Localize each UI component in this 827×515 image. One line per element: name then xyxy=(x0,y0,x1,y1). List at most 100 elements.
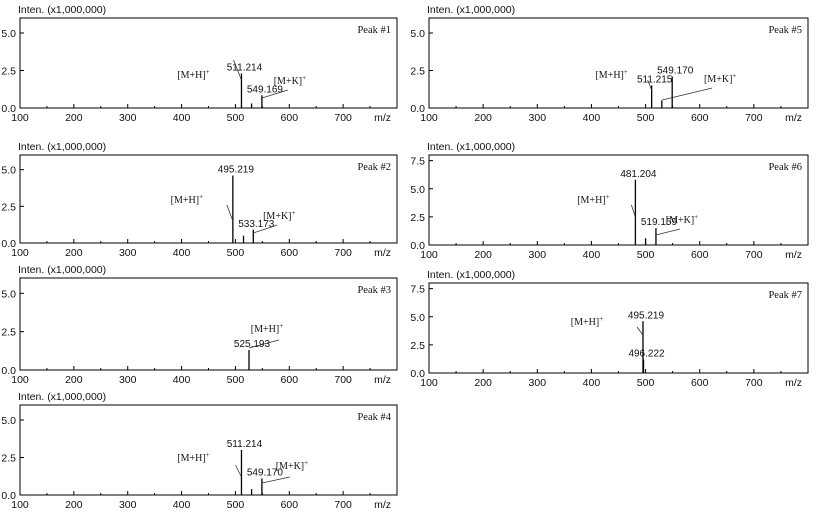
x-tick-label: 700 xyxy=(745,377,763,389)
x-tick-label: 100 xyxy=(11,112,29,124)
y-axis-label: Inten. (x1,000,000) xyxy=(427,269,515,281)
ion-annotation: [M+H]+ xyxy=(171,193,203,206)
x-tick-label: 400 xyxy=(173,499,191,511)
annotation-leader-line xyxy=(662,87,713,101)
x-tick-label: 300 xyxy=(119,499,137,511)
x-tick-label: 400 xyxy=(173,112,191,124)
x-axis-label: m/z xyxy=(785,112,802,124)
ion-annotation: [M+H]+ xyxy=(177,451,209,464)
x-tick-label: 600 xyxy=(281,374,299,386)
peak-mz-label: 511.214 xyxy=(227,439,263,450)
x-tick-label: 500 xyxy=(637,112,655,124)
x-tick-label: 500 xyxy=(227,499,245,511)
annotation-leader-line xyxy=(235,464,242,478)
x-tick-label: 400 xyxy=(583,377,601,389)
y-tick-label: 0.0 xyxy=(410,240,425,252)
ion-annotation: [M+H]+ xyxy=(251,322,283,335)
x-tick-label: 500 xyxy=(227,112,245,124)
peak-mz-label: 525.193 xyxy=(234,339,271,350)
y-tick-label: 5.0 xyxy=(1,28,16,40)
y-tick-label: 5.0 xyxy=(410,312,425,324)
x-tick-label: 500 xyxy=(637,249,655,261)
peak-mz-label: 495.219 xyxy=(628,310,665,321)
annotation-leader-line xyxy=(226,204,234,222)
annotation-leader-line xyxy=(253,224,278,234)
x-tick-label: 400 xyxy=(583,249,601,261)
x-tick-label: 400 xyxy=(173,374,191,386)
y-tick-label: 0.0 xyxy=(1,238,16,250)
x-tick-label: 300 xyxy=(529,377,547,389)
peak-mz-label: 549.170 xyxy=(657,66,694,77)
ion-annotation: [M+H]+ xyxy=(177,68,209,81)
x-tick-label: 200 xyxy=(474,249,492,261)
x-tick-label: 200 xyxy=(65,247,83,259)
peak-mz-label: 549.170 xyxy=(247,468,284,479)
x-tick-label: 600 xyxy=(281,499,299,511)
y-tick-label: 5.0 xyxy=(1,288,16,300)
peak-title: Peak #1 xyxy=(357,25,391,36)
peak-mz-label: 519.159 xyxy=(641,217,678,228)
x-tick-label: 500 xyxy=(227,374,245,386)
x-tick-label: 700 xyxy=(745,112,763,124)
y-tick-label: 5.0 xyxy=(410,184,425,196)
annotation-leader-line xyxy=(233,59,242,81)
y-tick-label: 0.0 xyxy=(1,365,16,377)
peak-mz-label: 496.222 xyxy=(628,349,665,360)
peak-title: Peak #3 xyxy=(357,285,391,296)
plot-frame xyxy=(19,404,398,496)
y-axis-label: Inten. (x1,000,000) xyxy=(18,141,106,153)
y-tick-label: 5.0 xyxy=(1,165,16,177)
annotation-leader-line xyxy=(261,476,290,484)
y-axis-label: Inten. (x1,000,000) xyxy=(427,141,515,153)
x-axis-label: m/z xyxy=(374,112,391,124)
plot-frame xyxy=(428,17,809,109)
x-axis-label: m/z xyxy=(374,374,391,386)
y-tick-label: 7.5 xyxy=(410,284,425,296)
y-tick-label: 0.0 xyxy=(410,368,425,380)
x-tick-label: 500 xyxy=(637,377,655,389)
ion-annotation: [M+K]+ xyxy=(704,72,736,85)
y-tick-label: 5.0 xyxy=(1,415,16,427)
annotation-leader-line xyxy=(248,339,280,349)
x-tick-label: 200 xyxy=(474,377,492,389)
ion-annotation: [M+H]+ xyxy=(571,315,603,328)
peak-title: Peak #5 xyxy=(768,25,802,36)
plot-frame xyxy=(19,277,398,371)
ion-annotation: [M+K]+ xyxy=(263,209,295,222)
peak-title: Peak #4 xyxy=(357,412,391,423)
x-tick-label: 600 xyxy=(691,112,709,124)
x-tick-label: 600 xyxy=(281,112,299,124)
x-axis-label: m/z xyxy=(374,247,391,259)
ion-annotation: [M+K]+ xyxy=(666,213,698,226)
x-tick-label: 600 xyxy=(691,249,709,261)
peak-mz-label: 511.215 xyxy=(637,75,673,86)
x-tick-label: 100 xyxy=(11,499,29,511)
x-tick-label: 300 xyxy=(529,112,547,124)
peak-mz-label: 549.169 xyxy=(247,84,284,95)
ion-annotation: [M+H]+ xyxy=(577,193,609,206)
x-tick-label: 200 xyxy=(65,499,83,511)
y-tick-label: 2.5 xyxy=(410,340,425,352)
y-tick-label: 2.5 xyxy=(1,66,16,78)
peak-title: Peak #6 xyxy=(768,162,802,173)
annotation-leader-line xyxy=(261,89,289,99)
ion-annotation: [M+K]+ xyxy=(276,459,308,472)
plot-frame xyxy=(428,154,809,246)
x-tick-label: 100 xyxy=(420,249,438,261)
x-axis-label: m/z xyxy=(374,499,391,511)
ion-annotation: [M+K]+ xyxy=(274,74,306,87)
x-tick-label: 300 xyxy=(529,249,547,261)
x-tick-label: 300 xyxy=(119,112,137,124)
x-tick-label: 600 xyxy=(691,377,709,389)
x-tick-label: 700 xyxy=(334,112,352,124)
y-tick-label: 2.5 xyxy=(1,327,16,339)
y-tick-label: 5.0 xyxy=(410,28,425,40)
peak-mz-label: 533.173 xyxy=(238,219,275,230)
peak-mz-label: 511.214 xyxy=(227,63,263,74)
x-tick-label: 700 xyxy=(334,499,352,511)
x-tick-label: 100 xyxy=(420,112,438,124)
x-tick-label: 200 xyxy=(474,112,492,124)
ion-annotation: [M+H]+ xyxy=(595,68,627,81)
y-axis-label: Inten. (x1,000,000) xyxy=(18,264,106,276)
